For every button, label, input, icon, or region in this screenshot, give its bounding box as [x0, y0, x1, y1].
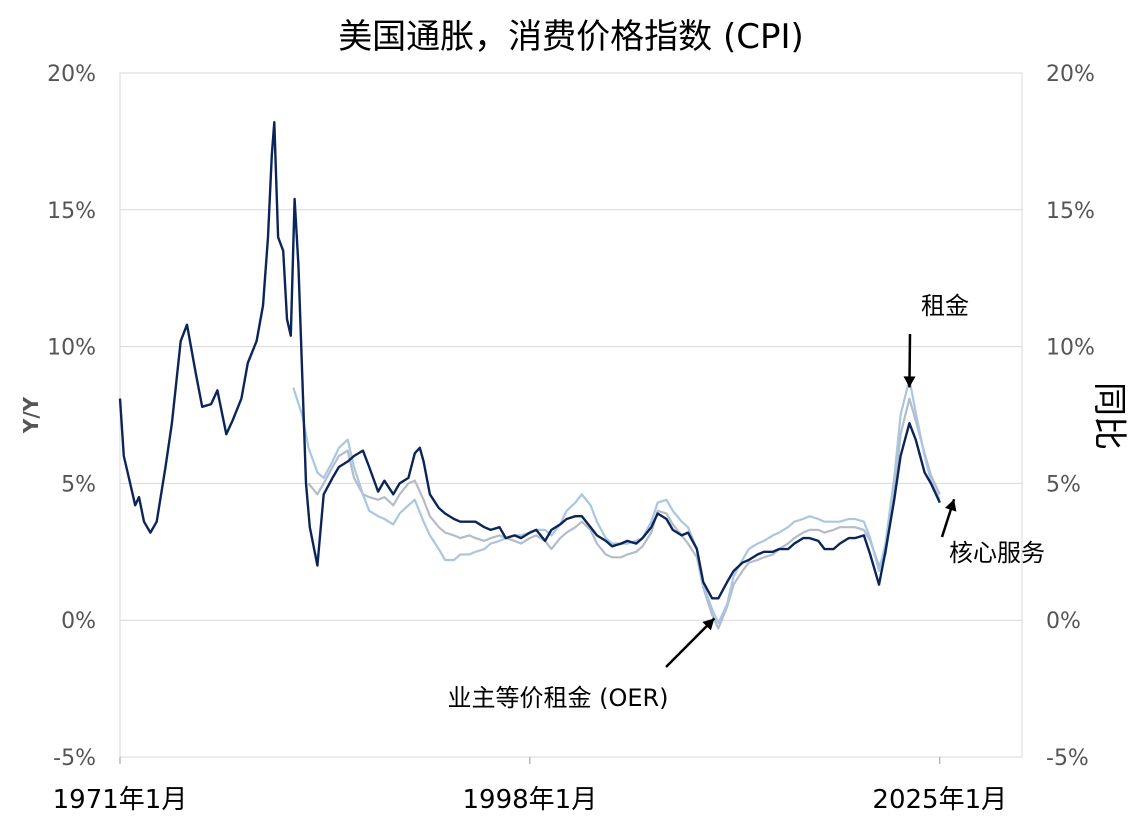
series-line	[307, 397, 941, 630]
y-axis-label-right: 同比	[1089, 382, 1129, 450]
y-tick-label-left: 20%	[47, 62, 96, 87]
y-tick-label-left: 10%	[47, 336, 96, 361]
annotation-label: 核心服务	[949, 539, 1045, 567]
y-tick-label-right: 15%	[1046, 199, 1095, 224]
y-tick-label-right: 0%	[1046, 609, 1081, 634]
y-tick-label-left: -5%	[53, 746, 96, 771]
y-tick-label-left: 0%	[61, 609, 96, 634]
series-lines	[118, 121, 941, 630]
annotation-arrow-head	[702, 618, 715, 631]
y-tick-label-right: 10%	[1046, 336, 1095, 361]
y-axis-label-left: Y/Y	[19, 396, 43, 434]
y-tick-label-right: 5%	[1046, 472, 1081, 497]
grid-lines	[119, 72, 1023, 758]
annotation-label: 业主等价租金 (OER)	[447, 684, 668, 712]
x-tick-label: 1998年1月	[463, 785, 598, 815]
annotation-arrow-line	[665, 617, 716, 668]
plot-frame	[119, 72, 1023, 758]
y-tick-label-right: -5%	[1046, 746, 1089, 771]
y-axis-left-ticks: -5% 0% 5% 10% 15% 20%	[47, 62, 96, 771]
series-line	[292, 378, 941, 624]
y-tick-label-right: 20%	[1046, 62, 1095, 87]
y-axis-right-ticks: -5% 0% 5% 10% 15% 20%	[1046, 62, 1095, 771]
x-tick-label: 1971年1月	[53, 785, 188, 815]
x-tick-label: 2025年1月	[872, 785, 1007, 815]
x-axis-ticks: 1971年1月 1998年1月 2025年1月	[53, 757, 1007, 815]
y-tick-label-left: 5%	[61, 472, 96, 497]
annotation-arrow-head	[945, 499, 957, 512]
annotation-label: 租金	[921, 292, 969, 320]
series-line	[118, 121, 941, 600]
annotation-arrow-head	[903, 376, 916, 388]
y-tick-label-left: 15%	[47, 199, 96, 224]
chart-title: 美国通胀，消费价格指数 (CPI)	[338, 17, 804, 57]
